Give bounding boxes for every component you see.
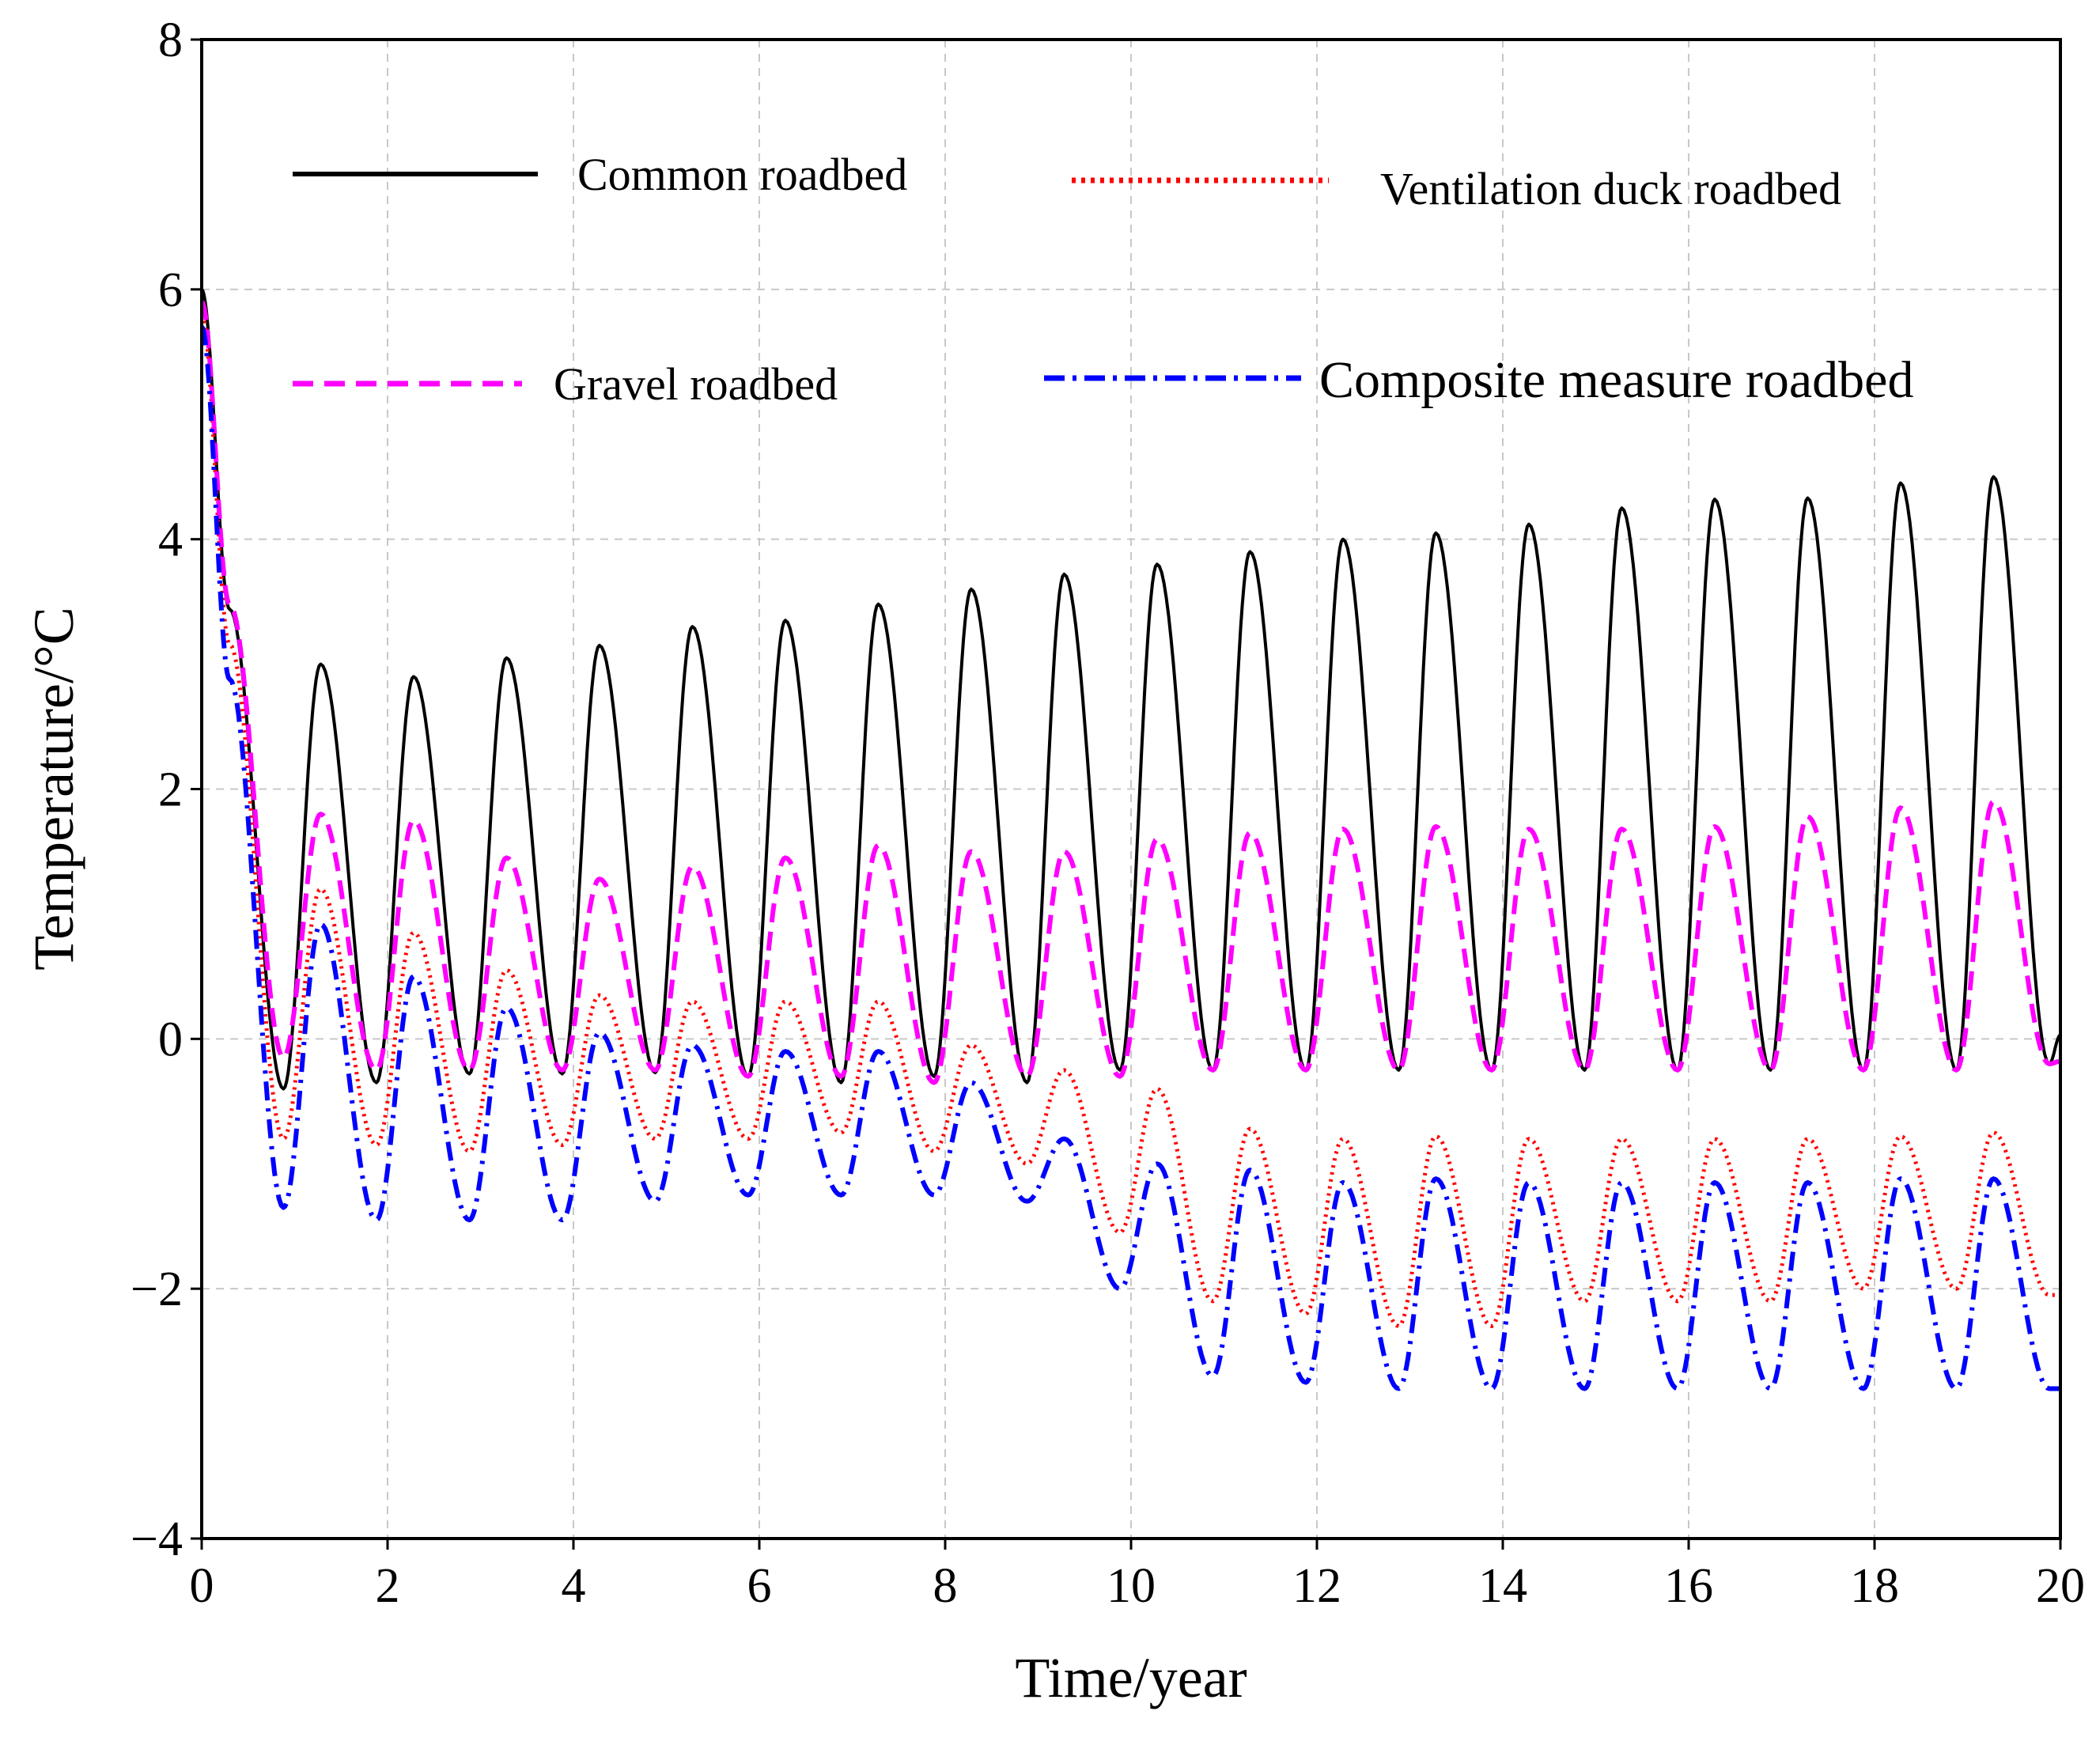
legend-label-ventilation: Ventilation duck roadbed xyxy=(1380,163,1841,214)
y-tick-label: 8 xyxy=(158,13,183,67)
y-axis-title: Temperature/°C xyxy=(22,607,85,971)
series-line-gravel-roadbed xyxy=(199,300,2063,1085)
series-line-composite-measure-roadbed xyxy=(199,325,2063,1391)
x-tick-label: 14 xyxy=(1478,1559,1527,1613)
series-lines xyxy=(199,288,2063,1391)
x-tick-label: 12 xyxy=(1292,1559,1341,1613)
x-tick-label: 10 xyxy=(1107,1559,1156,1613)
x-tick-label: 8 xyxy=(933,1559,958,1613)
y-tick-label: 0 xyxy=(158,1013,183,1066)
y-tick-label: 6 xyxy=(158,263,183,317)
grid-lines xyxy=(202,40,2060,1539)
y-tick-label: 2 xyxy=(158,763,183,817)
series-line-common-roadbed xyxy=(200,288,2062,1091)
legend-label-gravel: Gravel roadbed xyxy=(554,358,838,410)
x-axis-title: Time/year xyxy=(1015,1646,1247,1709)
x-tick-label: 20 xyxy=(2036,1559,2085,1613)
y-tick-label: −4 xyxy=(131,1512,183,1566)
x-tick-label: 0 xyxy=(190,1559,214,1613)
x-tick-label: 16 xyxy=(1664,1559,1713,1613)
y-tick-label: −2 xyxy=(131,1262,183,1316)
x-tick-label: 2 xyxy=(376,1559,400,1613)
y-tick-label: 4 xyxy=(158,513,183,567)
series-line-ventilation-duck-roadbed xyxy=(200,312,2062,1328)
x-tick-label: 4 xyxy=(562,1559,586,1613)
axis-ticks xyxy=(191,38,2062,1550)
legend: Common roadbed Ventilation duck roadbed … xyxy=(293,149,1913,410)
legend-label-common: Common roadbed xyxy=(577,149,907,200)
x-tick-label: 6 xyxy=(747,1559,772,1613)
x-tick-label: 18 xyxy=(1850,1559,1899,1613)
legend-label-composite: Composite measure roadbed xyxy=(1319,351,1913,409)
